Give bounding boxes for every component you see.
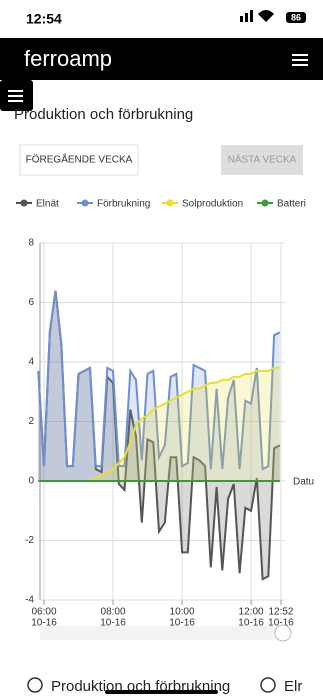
range-slider[interactable] [40,626,283,640]
series-area [38,290,280,580]
legend-label: Elnät [36,199,59,210]
y-tick-label: 6 [28,297,34,308]
x-tick-label: 10-16 [238,618,264,629]
y-tick-label: 4 [28,357,34,368]
next-week-button[interactable] [221,145,303,175]
y-tick-label: -2 [25,535,34,546]
battery-level: 86 [291,12,301,22]
header-bar [0,38,323,80]
legend-label: Solproduktion [182,199,243,210]
status-icons [240,10,306,23]
x-axis-title: Datu [293,477,314,488]
x-tick-label: 10:00 [170,607,195,618]
y-tick-label: 2 [28,416,34,427]
y-tick-label: 8 [28,238,34,249]
previous-week-button[interactable] [19,144,139,176]
previous-week-label: FÖREGÅENDE VECKA [26,153,133,166]
status-time: 12:54 [26,11,62,27]
x-tick-label: 12:00 [239,607,264,618]
x-tick-label: 10-16 [31,618,57,629]
legend-swatch [20,199,28,207]
y-tick-label: 0 [28,476,34,487]
chart: Elnät Förbrukning Solproduktion Batteri -4 -2… [16,199,314,629]
legend-label: Förbrukning [97,199,150,210]
x-tick-label: 10-16 [100,618,126,629]
logo: ferroamp [24,46,112,71]
next-week-label: NÄSTA VECKA [228,154,297,166]
radio-label: Elr [284,678,302,695]
x-tick-label: 12:52 [268,607,293,618]
x-tick-label: 10-16 [268,618,294,629]
legend-swatch [261,199,269,207]
x-tick-label: 10-16 [169,618,195,629]
range-handle[interactable] [274,624,292,642]
x-tick-label: 08:00 [101,607,126,618]
radio-button[interactable] [27,677,43,693]
legend-swatch [166,199,174,207]
legend-label: Batteri [277,199,306,210]
y-tick-label: -4 [25,595,34,606]
side-menu-button[interactable] [0,80,33,111]
x-tick-label: 06:00 [32,607,57,618]
page-title: Produktion och förbrukning [14,106,193,123]
series-area [38,367,280,481]
radio-button[interactable] [260,677,276,693]
series-line [37,290,281,471]
menu-button[interactable] [292,54,308,66]
legend-swatch [81,199,89,207]
home-indicator [105,690,218,694]
